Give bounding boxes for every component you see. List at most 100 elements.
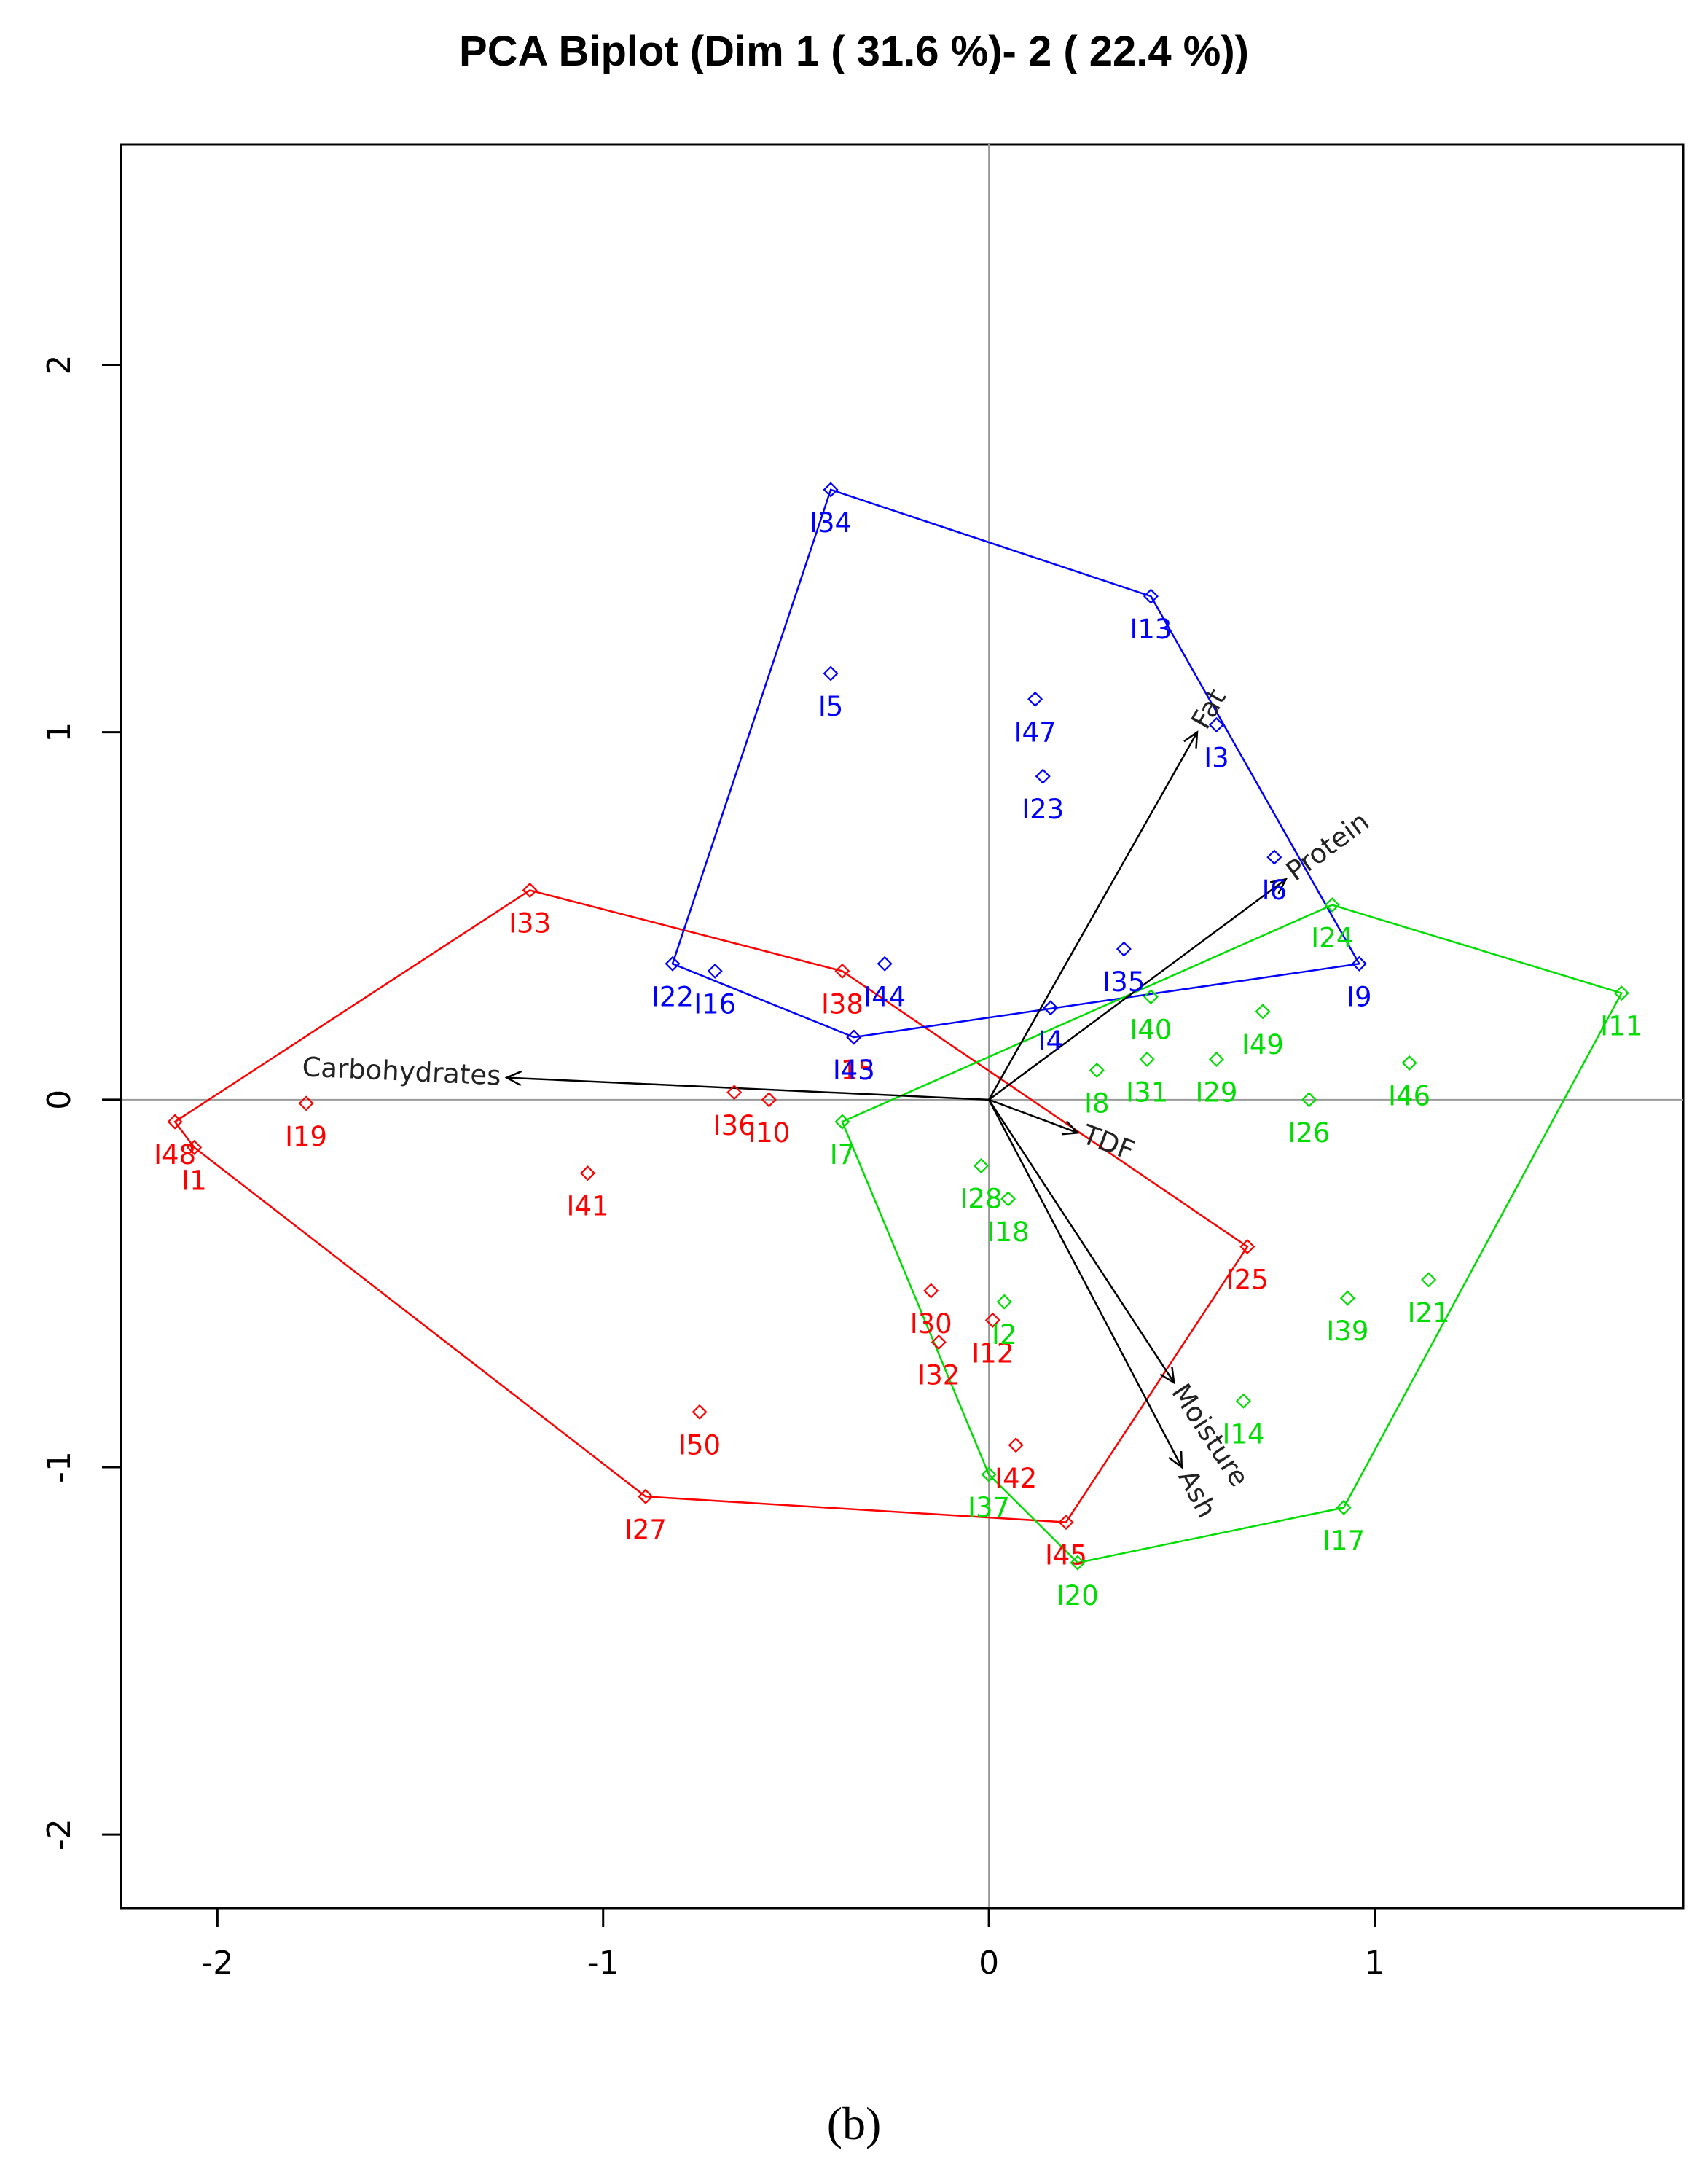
data-point-label: I19 (285, 1121, 327, 1152)
x-axis: -2 -1 0 1 (201, 1907, 1384, 1982)
plot-frame (120, 143, 1685, 1910)
data-point-marker (1208, 1051, 1225, 1067)
y-tick-label: -2 (41, 1818, 78, 1851)
x-tick-label: 1 (1364, 1945, 1384, 1982)
data-point-marker (1235, 1393, 1252, 1409)
data-point-marker (931, 1334, 947, 1351)
data-point-label: I23 (1022, 794, 1064, 825)
data-point-marker (761, 1092, 777, 1108)
data-point-label: I35 (1102, 966, 1145, 998)
data-point-label: I2 (992, 1319, 1016, 1351)
variable-arrow-head (504, 1070, 522, 1087)
data-point-label: I8 (1084, 1088, 1109, 1119)
data-point-label: I36 (713, 1110, 756, 1141)
data-point-marker (984, 1312, 1000, 1328)
data-point-marker (298, 1095, 314, 1111)
data-point-label: I28 (960, 1184, 1003, 1215)
data-point-marker (167, 1114, 183, 1130)
data-point-marker (823, 665, 839, 681)
data-point-label: I46 (1388, 1080, 1430, 1111)
group-hull (841, 904, 1623, 1564)
data-point-marker (1401, 1055, 1417, 1071)
data-point-marker (1208, 717, 1225, 733)
data-point-marker (1336, 1499, 1352, 1516)
data-point-label: I20 (1057, 1580, 1099, 1611)
data-point-label: I29 (1195, 1076, 1237, 1108)
data-point-label: I6 (1262, 875, 1287, 906)
data-point-label: I18 (987, 1216, 1030, 1248)
data-point-label: I32 (917, 1360, 960, 1391)
data-point-marker (1143, 989, 1159, 1005)
data-point-marker (1027, 691, 1043, 707)
data-point-marker (1043, 1000, 1059, 1016)
data-point-marker (1070, 1555, 1086, 1571)
data-point-label: I39 (1326, 1316, 1368, 1347)
data-point-label: I30 (910, 1308, 952, 1340)
data-point-marker (1008, 1437, 1024, 1453)
variable-label: Protein (1280, 805, 1375, 887)
variable-arrow-head (1168, 1450, 1183, 1469)
data-point-marker (1116, 941, 1132, 957)
data-point-label: I49 (1242, 1029, 1284, 1060)
data-point-marker (1255, 1004, 1271, 1020)
data-point-label: I21 (1408, 1297, 1450, 1329)
data-point-marker (1089, 1062, 1105, 1079)
x-tick-label: -2 (201, 1945, 233, 1982)
data-point-marker (707, 963, 723, 979)
data-point-marker (846, 1029, 862, 1045)
data-point-label: I13 (1129, 614, 1172, 645)
data-point-label: I47 (1014, 716, 1057, 748)
data-point-marker (1324, 897, 1340, 913)
data-point-label: I17 (1323, 1525, 1365, 1556)
data-point-marker (996, 1294, 1012, 1310)
data-point-label: I11 (1600, 1011, 1642, 1042)
data-point-marker (1613, 985, 1629, 1001)
data-point-marker (834, 963, 850, 979)
variable-label: TDF (1078, 1119, 1139, 1167)
data-point-label: I14 (1223, 1418, 1265, 1450)
variable-arrow-head (1183, 730, 1199, 749)
data-point-label: I25 (1226, 1265, 1269, 1296)
x-tick-label: -1 (587, 1945, 619, 1982)
data-point-label: I48 (154, 1139, 196, 1171)
group-hull (671, 488, 1361, 1039)
data-point-marker (1035, 768, 1051, 784)
data-point-marker (1266, 849, 1282, 865)
data-point-marker (638, 1488, 654, 1504)
data-point-label: I41 (567, 1191, 609, 1222)
y-tick-label: -1 (41, 1451, 78, 1483)
data-point-label: I10 (748, 1117, 790, 1149)
variable-arrow (988, 1099, 1175, 1383)
data-point-marker (1239, 1238, 1255, 1255)
data-point-marker (1139, 1051, 1155, 1067)
data-point-label: I16 (694, 988, 736, 1020)
x-tick-label: 0 (979, 1945, 999, 1982)
variable-arrow (988, 1098, 1078, 1134)
data-point-label: I7 (830, 1139, 855, 1171)
data-point-label: I26 (1288, 1117, 1330, 1149)
variable-label: Carbohydrates (302, 1051, 502, 1091)
variable-arrow (506, 1076, 990, 1101)
group-hulls (173, 488, 1623, 1564)
data-point-label: I31 (1126, 1076, 1168, 1108)
variable-arrow (988, 878, 1287, 1101)
data-point-label: I4 (1038, 1025, 1063, 1057)
figure-caption: (b) (827, 2098, 882, 2149)
data-point-label: I22 (651, 981, 694, 1012)
y-tick-label: 2 (41, 355, 78, 375)
variable-arrow-head (1061, 1120, 1080, 1136)
data-point-marker (1000, 1191, 1016, 1207)
data-point-marker (1351, 956, 1367, 972)
data-point-marker (692, 1404, 708, 1420)
data-point-marker (726, 1085, 743, 1101)
data-point-marker (823, 482, 839, 498)
data-point-marker (877, 956, 893, 972)
data-point-label: I15 (833, 1055, 875, 1086)
data-point-label: I44 (863, 981, 906, 1012)
data-point-label: I33 (509, 907, 551, 939)
data-point-label: I3 (1204, 743, 1229, 774)
data-point-marker (1301, 1092, 1317, 1108)
data-point-label: I37 (968, 1492, 1010, 1523)
data-point-label: I34 (810, 507, 852, 539)
